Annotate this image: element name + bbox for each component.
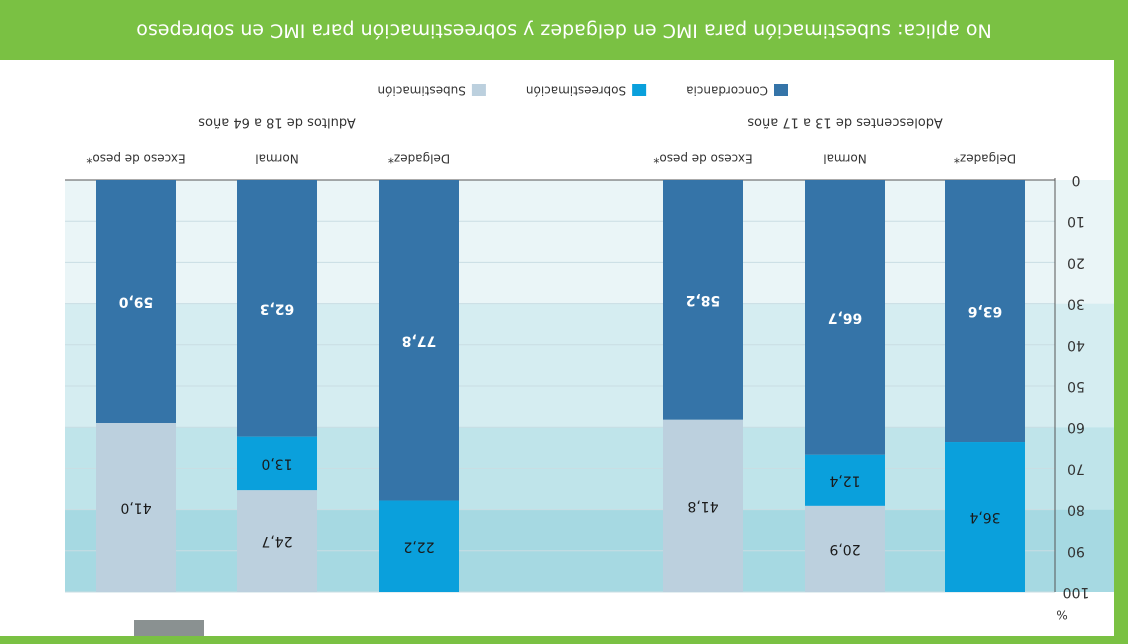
value-label: 66,7 [828,309,863,325]
value-label: 58,2 [686,292,721,308]
y-tick-label: 50 [1067,378,1085,394]
value-label: 62,3 [260,300,295,316]
legend-swatch [472,84,486,96]
value-label: 13,0 [261,455,292,471]
y-tick-label: 30 [1067,296,1085,312]
legend-label: Subestimación [377,84,465,98]
x-tick-label: Exceso de peso* [653,152,752,166]
value-label: 24,7 [261,533,292,549]
x-tick-label: Normal [255,152,298,166]
y-tick-label: 0 [1072,172,1081,188]
y-tick-label: 90 [1067,543,1085,559]
y-tick-label: 10 [1067,213,1085,229]
group-label: Adolescentes de 13 a 17 años [747,115,943,130]
x-tick-label: Delgadez* [388,152,450,166]
legend-label: Concordancia [686,84,768,98]
y-tick-label: 80 [1067,502,1085,518]
group-label: Adultos de 18 a 64 años [198,115,356,130]
y-tick-label: 70 [1067,460,1085,476]
value-label: 22,2 [403,538,434,554]
value-label: 41,0 [120,500,151,516]
page: % No aplica: subestimación para IMC en d… [0,0,1128,644]
value-label: 36,4 [969,509,1000,525]
x-tick-label: Normal [823,152,866,166]
footnote: No aplica: subestimación para IMC en del… [136,20,991,42]
x-tick-label: Delgadez* [954,152,1016,166]
y-axis-label: % [1056,608,1067,622]
y-tick-label: 60 [1067,419,1085,435]
x-tick-label: Exceso de peso* [86,152,185,166]
y-tick-label: 40 [1067,337,1085,353]
chart: % No aplica: subestimación para IMC en d… [0,0,1128,644]
photo-strip [134,620,204,636]
value-label: 41,8 [687,498,718,514]
value-label: 59,0 [118,294,153,310]
value-label: 20,9 [829,541,860,557]
value-label: 63,6 [968,303,1003,319]
y-tick-label: 20 [1067,254,1085,270]
legend-label: Sobreestimación [526,84,626,98]
value-label: 12,4 [829,472,860,488]
value-label: 77,8 [402,332,437,348]
legend-swatch [632,84,646,96]
legend-swatch [774,84,788,96]
y-tick-label: 100 [1063,584,1090,600]
